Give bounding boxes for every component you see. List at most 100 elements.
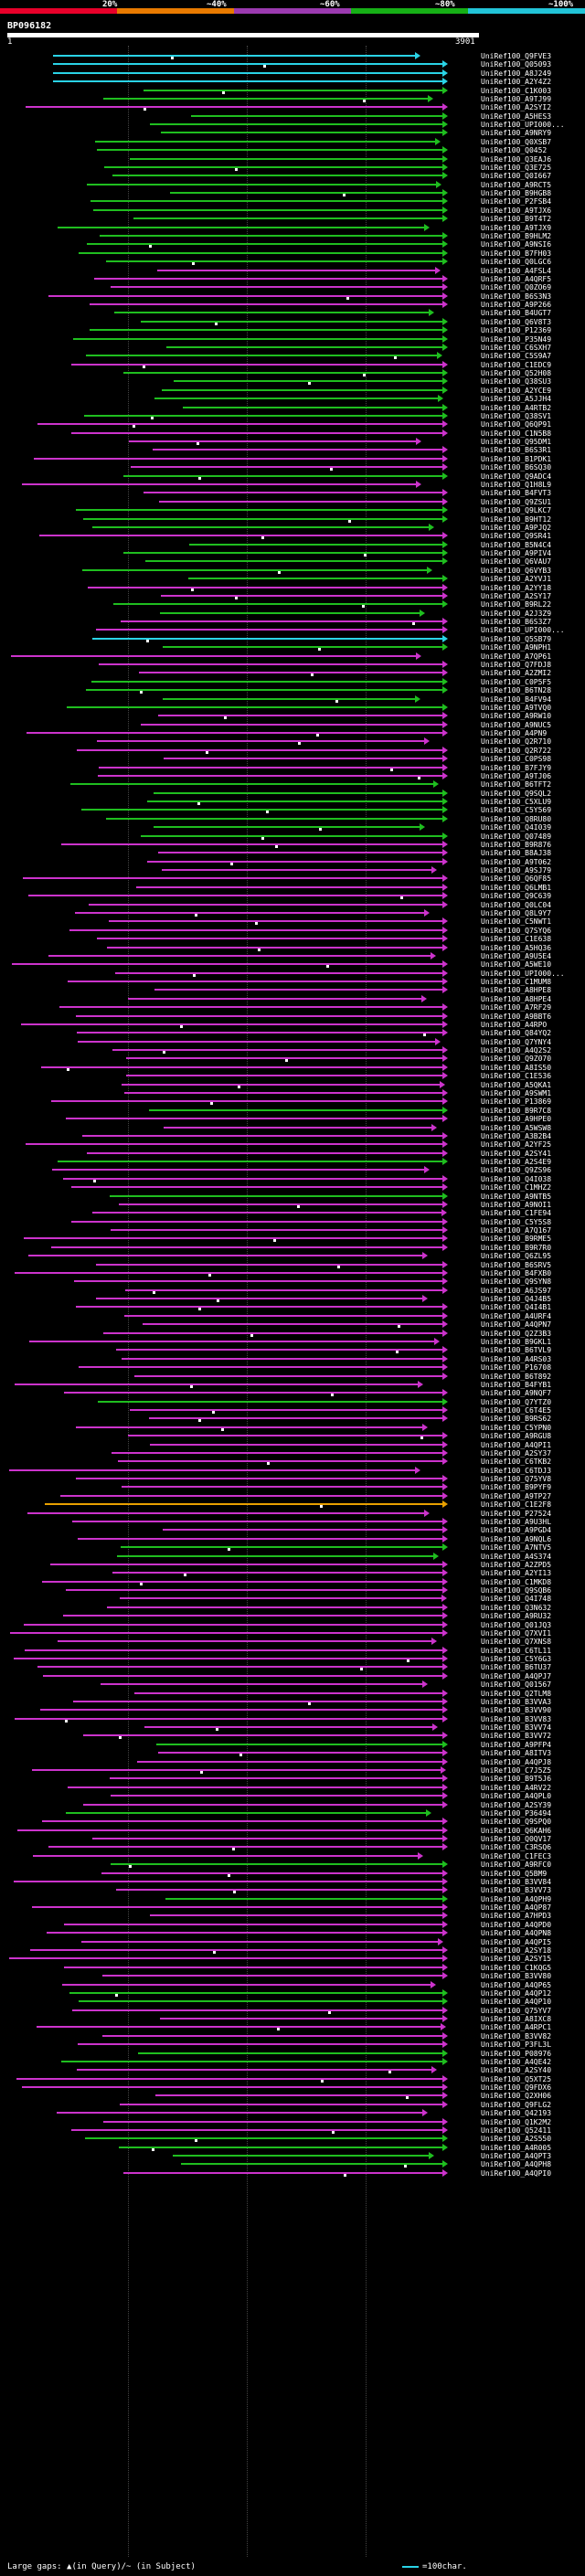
hit-link[interactable]: UniRef100_C5XLU9 xyxy=(481,798,552,807)
hit-link[interactable]: UniRef100_A9NSI6 xyxy=(481,240,552,249)
hit-link[interactable]: UniRef100_A9NOI1 xyxy=(481,1200,552,1209)
hit-link[interactable]: UniRef100_A4QE42 xyxy=(481,2057,552,2066)
hit-link[interactable]: UniRef100_B9T5J6 xyxy=(481,1775,552,1784)
hit-link[interactable]: UniRef100_Q3E725 xyxy=(481,163,552,172)
hit-link[interactable]: UniRef100_C0PS98 xyxy=(481,755,552,764)
hit-link[interactable]: UniRef100_Q2R722 xyxy=(481,746,552,755)
hit-link[interactable]: UniRef100_A2S4E9 xyxy=(481,1158,552,1167)
hit-link[interactable]: UniRef100_C6SXH7 xyxy=(481,343,552,352)
hit-link[interactable]: UniRef100_A4PN9 xyxy=(481,729,548,738)
hit-link[interactable]: UniRef100_C1E2F8 xyxy=(481,1500,552,1510)
hit-link[interactable]: UniRef100_A2S550 xyxy=(481,2135,552,2144)
hit-link[interactable]: UniRef100_A9HPE0 xyxy=(481,1115,552,1124)
hit-link[interactable]: UniRef100_A4QP87 xyxy=(481,1903,552,1913)
hit-link[interactable]: UniRef100_A2ZMI2 xyxy=(481,669,552,678)
hit-link[interactable]: UniRef100_B6TU37 xyxy=(481,1663,552,1672)
hit-link[interactable]: UniRef100_Q9C639 xyxy=(481,892,552,901)
hit-link[interactable]: UniRef100_P08976 xyxy=(481,2049,552,2058)
hit-link[interactable]: UniRef100_Q8RU80 xyxy=(481,814,552,823)
hit-link[interactable]: UniRef100_A9U3HL xyxy=(481,1517,552,1526)
hit-link[interactable]: UniRef100_Q7FDJ8 xyxy=(481,660,552,669)
hit-link[interactable]: UniRef100_B1PDK1 xyxy=(481,454,552,463)
hit-link[interactable]: UniRef100_A9TJX6 xyxy=(481,206,552,215)
hit-link[interactable]: UniRef100_Q2Z3B3 xyxy=(481,1329,552,1338)
hit-link[interactable]: UniRef100_C0P5F5 xyxy=(481,677,552,686)
hit-link[interactable]: UniRef100_B4UGT7 xyxy=(481,309,552,318)
hit-link[interactable]: UniRef100_C6TKB2 xyxy=(481,1458,552,1467)
hit-link[interactable]: UniRef100_A4Q2S2 xyxy=(481,1046,552,1055)
hit-link[interactable]: UniRef100_Q9SR41 xyxy=(481,532,552,541)
hit-link[interactable]: UniRef100_Q52H08 xyxy=(481,369,552,378)
hit-link[interactable]: UniRef100_Q5SB79 xyxy=(481,634,552,643)
hit-link[interactable]: UniRef100_A9RFC0 xyxy=(481,1860,552,1870)
hit-link[interactable]: UniRef100_C5Y5S8 xyxy=(481,1217,552,1226)
hit-link[interactable]: UniRef100_Q0I667 xyxy=(481,172,552,181)
hit-link[interactable]: UniRef100_A9PFP4 xyxy=(481,1740,552,1749)
hit-link[interactable]: UniRef100_B3VVA3 xyxy=(481,1697,552,1706)
hit-link[interactable]: UniRef100_Q9FVE3 xyxy=(481,52,552,60)
hit-link[interactable]: UniRef100_Q01JQ3 xyxy=(481,1620,552,1629)
hit-link[interactable]: UniRef100_A5JJH4 xyxy=(481,395,552,404)
hit-link[interactable]: UniRef100_B3VV84 xyxy=(481,1877,552,1886)
hit-link[interactable]: UniRef100_C6TL11 xyxy=(481,1646,552,1655)
hit-link[interactable]: UniRef100_B9T4T2 xyxy=(481,215,552,224)
hit-link[interactable]: UniRef100_Q6QF85 xyxy=(481,875,552,884)
hit-link[interactable]: UniRef100_P35N49 xyxy=(481,334,552,344)
hit-link[interactable]: UniRef100_A2SY17 xyxy=(481,591,552,600)
hit-link[interactable]: UniRef100_Q7YTZ0 xyxy=(481,1397,552,1406)
hit-link[interactable]: UniRef100_A9NUC5 xyxy=(481,720,552,729)
hit-link[interactable]: UniRef100_Q9SPQ0 xyxy=(481,1818,552,1827)
hit-link[interactable]: UniRef100_B3VV83 xyxy=(481,1714,552,1723)
hit-link[interactable]: UniRef100_A2SY37 xyxy=(481,1448,552,1458)
hit-link[interactable]: UniRef100_C5NWT1 xyxy=(481,917,552,927)
hit-link[interactable]: UniRef100_B4FXB0 xyxy=(481,1268,552,1277)
hit-link[interactable]: UniRef100_Q4I038 xyxy=(481,1174,552,1183)
hit-link[interactable]: UniRef100_P12369 xyxy=(481,326,552,335)
hit-link[interactable]: UniRef100_A8IS50 xyxy=(481,1063,552,1072)
hit-link[interactable]: UniRef100_A5WSW8 xyxy=(481,1123,552,1132)
hit-link[interactable]: UniRef100_B6T892 xyxy=(481,1372,552,1381)
hit-link[interactable]: UniRef100_C1EDC9 xyxy=(481,360,552,369)
hit-link[interactable]: UniRef100_B3VV82 xyxy=(481,2031,552,2041)
hit-link[interactable]: UniRef100_Q0ZO69 xyxy=(481,283,552,292)
hit-link[interactable]: UniRef100_B8AJ38 xyxy=(481,849,552,858)
hit-link[interactable]: UniRef100_A9PIV4 xyxy=(481,549,552,558)
hit-link[interactable]: UniRef100_A9NPH1 xyxy=(481,643,552,652)
hit-link[interactable]: UniRef100_Q84YQ2 xyxy=(481,1029,552,1038)
hit-link[interactable]: UniRef100_A9TP27 xyxy=(481,1491,552,1500)
hit-link[interactable]: UniRef100_A2ZPD5 xyxy=(481,1560,552,1569)
hit-link[interactable]: UniRef100_Q01567 xyxy=(481,1680,552,1690)
hit-link[interactable]: UniRef100_Q2TLM8 xyxy=(481,1689,552,1698)
hit-link[interactable]: UniRef100_Q9SYN8 xyxy=(481,1277,552,1287)
hit-link[interactable]: UniRef100_A4QPD0 xyxy=(481,1920,552,1929)
hit-link[interactable]: UniRef100_B9RS62 xyxy=(481,1415,552,1424)
hit-link[interactable]: UniRef100_A3B2B4 xyxy=(481,1131,552,1140)
hit-link[interactable]: UniRef100_C5S9A7 xyxy=(481,352,552,361)
hit-link[interactable]: UniRef100_B9HGB8 xyxy=(481,189,552,198)
hit-link[interactable]: UniRef100_B9GKL1 xyxy=(481,1338,552,1346)
hit-link[interactable]: UniRef100_Q4I748 xyxy=(481,1595,552,1604)
hit-link[interactable]: UniRef100_A9TJX9 xyxy=(481,223,552,232)
hit-link[interactable]: UniRef100_UPI000... xyxy=(481,121,565,130)
hit-link[interactable]: UniRef100_C1MHZ2 xyxy=(481,1183,552,1193)
hit-link[interactable]: UniRef100_Q2R710 xyxy=(481,737,552,747)
hit-link[interactable]: UniRef100_A9NQL6 xyxy=(481,1534,552,1543)
hit-link[interactable]: UniRef100_A7NTV5 xyxy=(481,1543,552,1553)
hit-link[interactable]: UniRef100_A2SY15 xyxy=(481,1955,552,1964)
hit-link[interactable]: UniRef100_A7HPD3 xyxy=(481,1912,552,1921)
hit-link[interactable]: UniRef100_B6TFT2 xyxy=(481,780,552,790)
hit-link[interactable]: UniRef100_P16708 xyxy=(481,1363,552,1373)
hit-link[interactable]: UniRef100_A4RPO xyxy=(481,1020,548,1029)
hit-link[interactable]: UniRef100_A9BBT6 xyxy=(481,1012,552,1021)
hit-link[interactable]: UniRef100_A4QPL0 xyxy=(481,1792,552,1801)
hit-link[interactable]: UniRef100_A5WE10 xyxy=(481,960,552,970)
hit-link[interactable]: UniRef100_Q6ZL95 xyxy=(481,1252,552,1261)
hit-link[interactable]: UniRef100_B3VV74 xyxy=(481,1723,552,1733)
hit-link[interactable]: UniRef100_Q6V8T3 xyxy=(481,317,552,326)
hit-link[interactable]: UniRef100_C5Y569 xyxy=(481,806,552,815)
hit-link[interactable]: UniRef100_Q95DM1 xyxy=(481,438,552,447)
hit-link[interactable]: UniRef100_A4RV22 xyxy=(481,1783,552,1792)
hit-link[interactable]: UniRef100_A9NQF7 xyxy=(481,1389,552,1398)
hit-link[interactable]: UniRef100_A2SY40 xyxy=(481,2066,552,2075)
hit-link[interactable]: UniRef100_A2J3Z9 xyxy=(481,609,552,618)
